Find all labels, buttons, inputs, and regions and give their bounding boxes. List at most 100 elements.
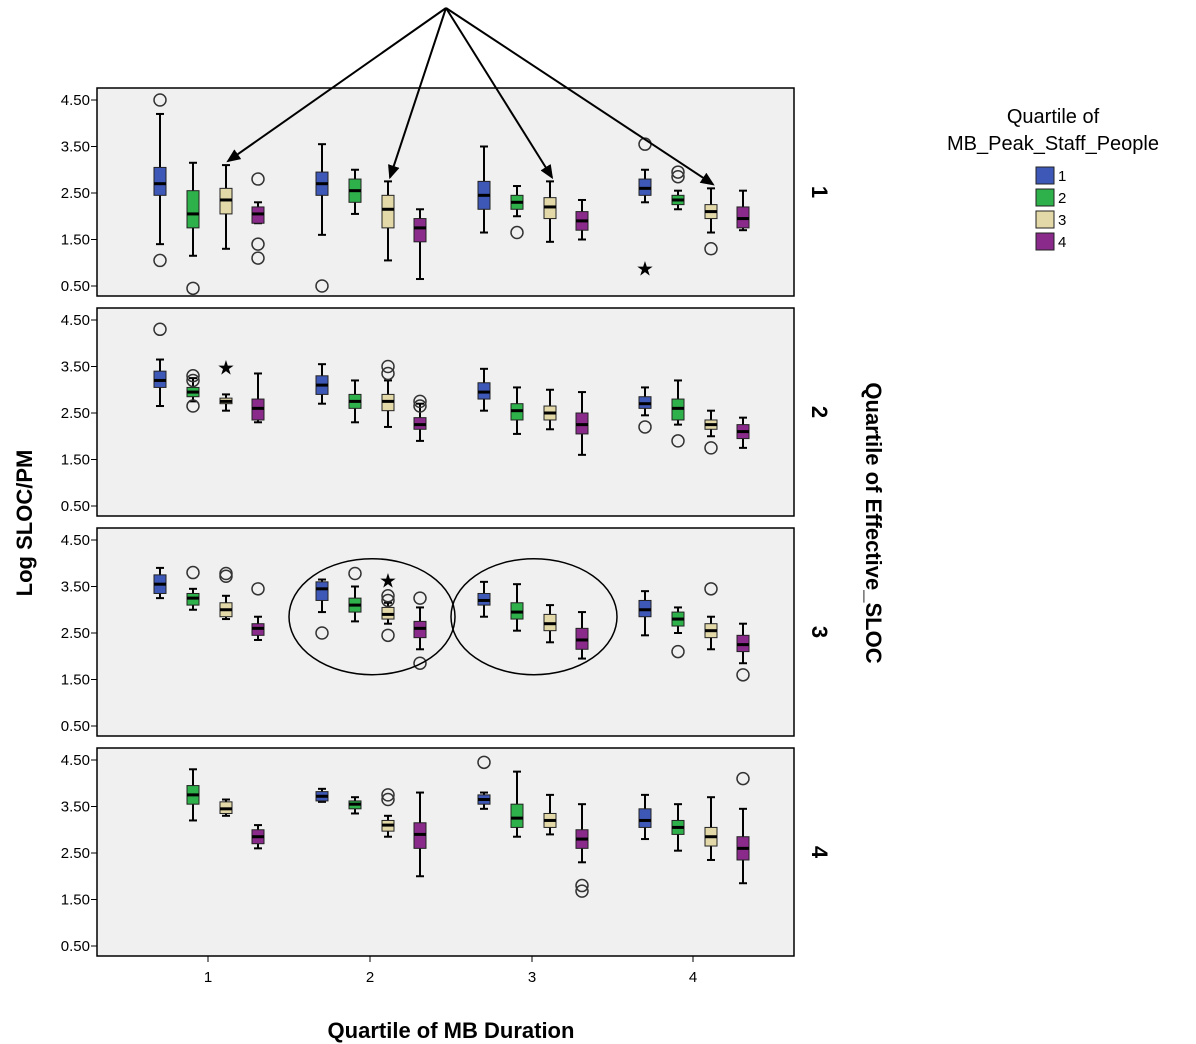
outlier-point — [186, 281, 200, 296]
box-panel3-q3-s1 — [477, 580, 491, 618]
box-panel3-q3-s3 — [543, 604, 557, 644]
box-panel3-q3-s4 — [575, 611, 589, 660]
box-panel2-q3-s3 — [543, 388, 557, 431]
outlier-point — [704, 242, 718, 256]
box-panel4-q3-s4 — [575, 803, 589, 898]
y-tick-label: 1.50 — [61, 232, 90, 249]
x-tick-label: 1 — [204, 969, 212, 986]
panel-1-frame — [96, 87, 795, 297]
y-tick-label: 4.50 — [61, 92, 90, 109]
box-panel2-q2-s3 — [381, 359, 395, 428]
box-iqr — [315, 581, 329, 601]
outlier-point — [704, 441, 718, 455]
y-tick-label: 2.50 — [61, 625, 90, 642]
panels: 4.50 3.50 2.50 1.50 0.50 1 4.50 3.50 2.50 1.50 0.5… — [61, 87, 832, 986]
box-iqr — [638, 808, 652, 828]
panel-axis-title: Quartile of Effective_SLOC — [861, 382, 886, 663]
outlier-point — [186, 399, 200, 413]
panel-4-frame — [96, 747, 795, 957]
box-panel1-q1-s3 — [219, 164, 233, 250]
box-panel1-q3-s3 — [543, 180, 557, 243]
box-panel2-q2-s4 — [413, 394, 427, 442]
outlier-point — [251, 172, 265, 186]
box-panel3-q2-s1 — [315, 578, 329, 640]
box-panel2-q1-s4 — [251, 372, 265, 424]
box-iqr — [381, 194, 395, 229]
box-panel2-q1-s2 — [186, 369, 200, 413]
box-panel3-q2-s2 — [348, 566, 362, 623]
annotation-arrow — [445, 7, 554, 180]
panel-label-4: 4 — [807, 846, 832, 859]
extreme-point: ★ — [636, 256, 654, 280]
y-tick-label: 3.50 — [61, 359, 90, 376]
outlier-point — [381, 792, 395, 807]
legend-label-4: 4 — [1058, 234, 1066, 251]
outlier-point — [671, 644, 685, 659]
panel-3-frame — [96, 527, 795, 737]
y-tick-label: 4.50 — [61, 752, 90, 769]
box-panel2-q4-s3 — [704, 409, 718, 455]
legend-title-line-2: MB_Peak_Staff_People — [947, 133, 1159, 155]
panel-label-1: 1 — [807, 186, 832, 198]
y-tick-label: 0.50 — [61, 938, 90, 955]
box-panel3-q4-s3 — [704, 582, 718, 651]
legend: Quartile of MB_Peak_Staff_People 1 2 3 4 — [947, 106, 1159, 251]
outlier-point — [251, 251, 265, 265]
outlier-point — [381, 593, 395, 608]
extreme-point: ★ — [379, 569, 397, 593]
legend-swatch-3 — [1035, 210, 1055, 229]
box-panel1-q2-s1 — [315, 143, 329, 293]
y-tick-label: 2.50 — [61, 185, 90, 202]
legend-label-3: 3 — [1058, 212, 1066, 229]
outlier-point — [510, 225, 524, 240]
outlier-point — [381, 359, 395, 374]
box-panel3-q4-s4 — [736, 622, 750, 682]
box-panel3-q2-s3: ★ — [379, 569, 397, 643]
box-panel1-q3-s2 — [510, 185, 524, 240]
y-axis-title: Log SLOC/PM — [12, 450, 37, 597]
outlier-point — [575, 878, 589, 893]
y-tick-label: 1.50 — [61, 452, 90, 469]
y-tick-label: 0.50 — [61, 278, 90, 295]
box-panel2-q4-s2 — [671, 379, 685, 448]
box-panel4-q2-s1 — [315, 787, 329, 803]
box-panel1-q3-s4 — [575, 198, 589, 241]
y-tick-label: 3.50 — [61, 799, 90, 816]
y-tick-label: 1.50 — [61, 892, 90, 909]
box-panel2-q2-s1 — [315, 363, 329, 405]
legend-swatch-4 — [1035, 232, 1055, 251]
box-panel3-q4-s2 — [671, 606, 685, 659]
box-panel3-q3-s2 — [510, 583, 524, 632]
outlier-point — [315, 279, 329, 293]
annotation-arrow — [445, 7, 715, 186]
legend-swatch-2 — [1035, 188, 1055, 207]
panel-2-frame — [96, 307, 795, 517]
outlier-point — [638, 420, 652, 434]
x-tick-label: 2 — [366, 969, 374, 986]
outlier-point — [671, 434, 685, 448]
box-panel4-q4-s2 — [671, 803, 685, 852]
box-panel4-q1-s4 — [251, 824, 265, 850]
box-panel3-q1-s1 — [153, 566, 167, 600]
box-panel4-q4-s4 — [736, 771, 750, 885]
outlier-point — [704, 582, 718, 596]
y-tick-label: 1.50 — [61, 672, 90, 689]
box-panel3-q1-s2 — [186, 565, 200, 611]
box-panel4-q3-s2 — [510, 770, 524, 838]
box-iqr — [153, 166, 167, 196]
box-panel4-q1-s3 — [219, 798, 233, 817]
outlier-point — [186, 373, 200, 388]
outlier-point — [381, 589, 395, 603]
outlier-point — [219, 569, 233, 584]
outlier-point — [477, 755, 491, 770]
legend-title-line-1: Quartile of — [1007, 106, 1100, 128]
box-panel1-q2-s2 — [348, 168, 362, 215]
y-tick-label: 4.50 — [61, 312, 90, 329]
box-marks: ★ ★ ★ — [153, 93, 750, 898]
outlier-point — [413, 591, 427, 605]
box-panel1-q4-s2 — [671, 165, 685, 211]
annotation-ellipse — [450, 557, 618, 676]
box-panel1-q1-s4 — [251, 172, 265, 265]
box-panel3-q1-s4 — [251, 582, 265, 641]
x-tick-label: 3 — [528, 969, 536, 986]
